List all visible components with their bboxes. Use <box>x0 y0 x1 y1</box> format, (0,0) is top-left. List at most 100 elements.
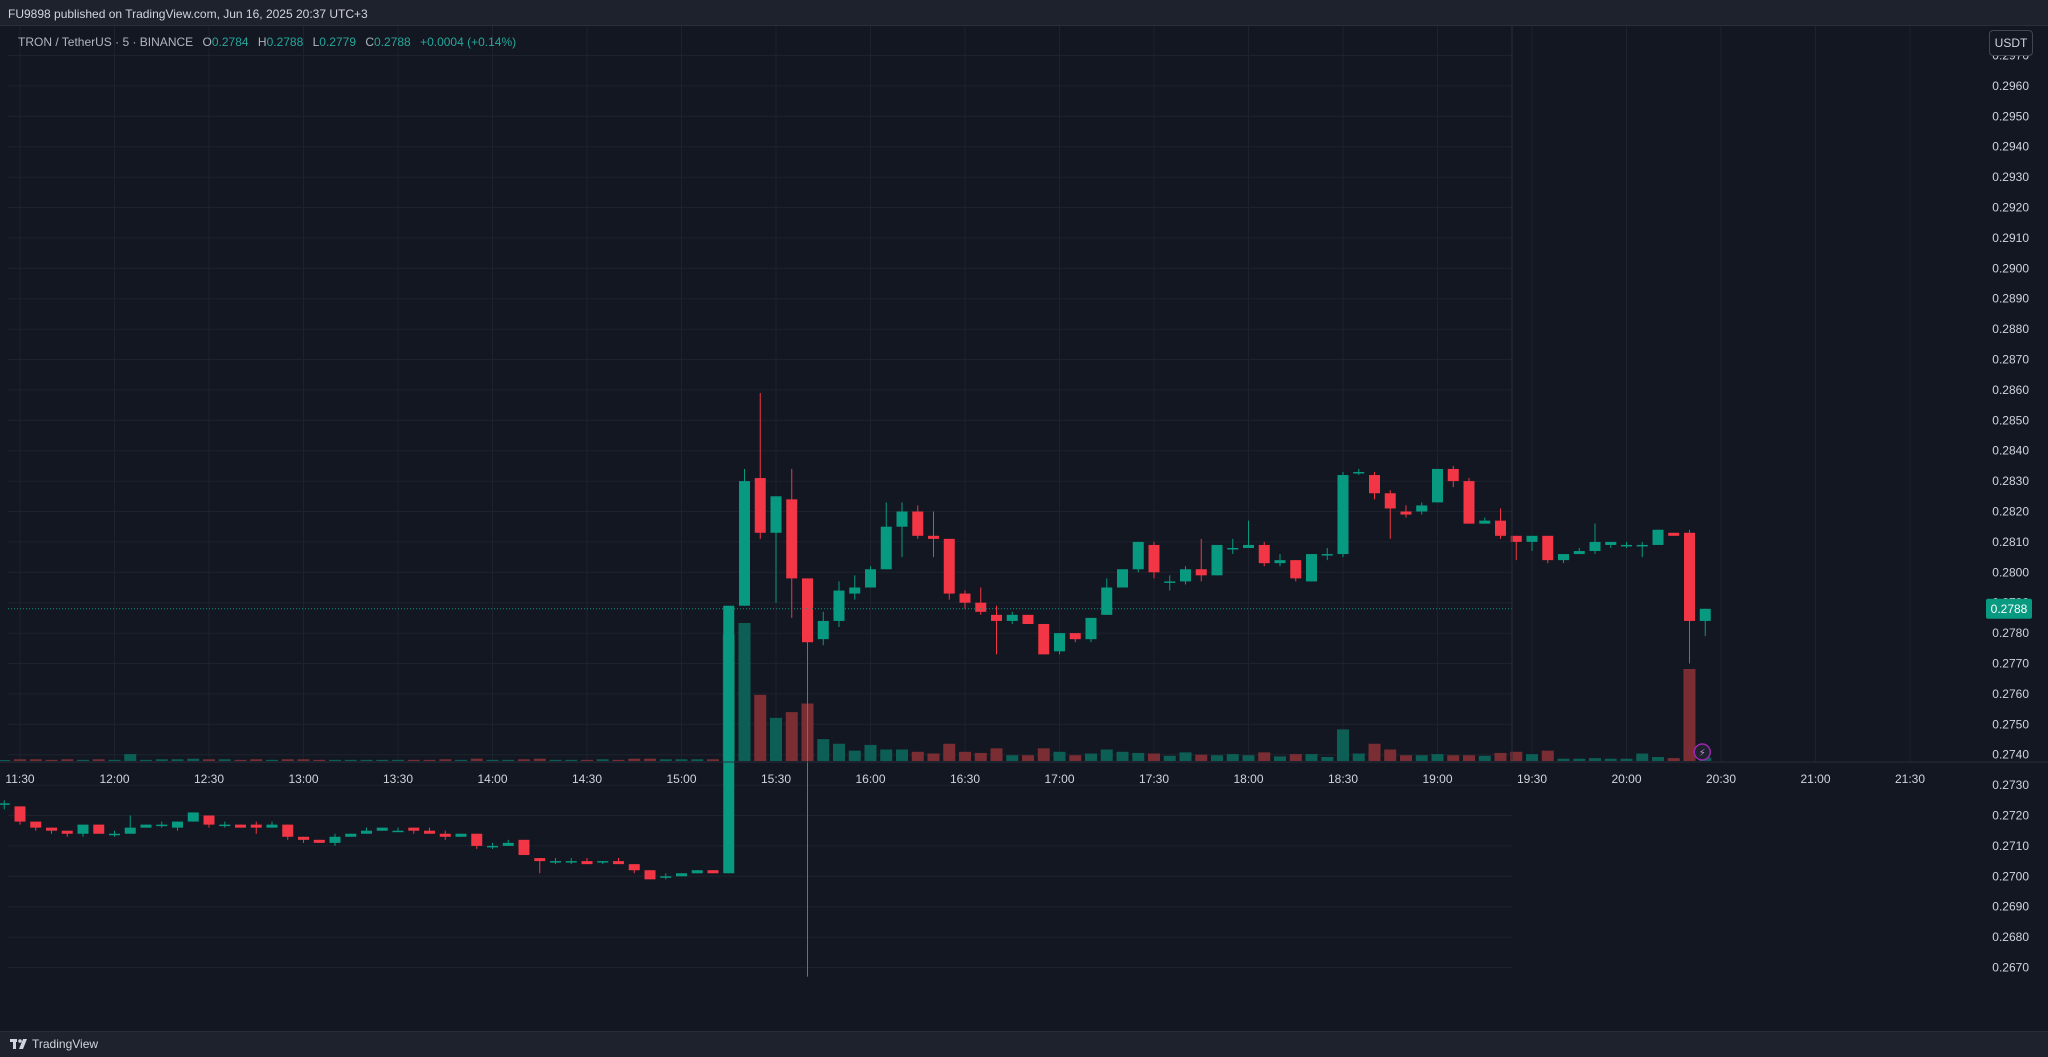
candle-body <box>1447 468 1459 482</box>
candle-body <box>975 602 987 612</box>
price-tick-label: 0.2870 <box>1992 353 2029 367</box>
candle-body <box>109 833 120 836</box>
candle-body <box>1369 475 1380 494</box>
volume-bar <box>1636 753 1649 761</box>
volume-bar <box>817 739 830 761</box>
candle-body <box>376 827 388 831</box>
candle-body <box>754 478 766 533</box>
price-tick-label: 0.2860 <box>1992 383 2029 397</box>
volume-bar <box>455 759 467 761</box>
volume-bar <box>1211 755 1223 761</box>
candle-body <box>203 815 215 825</box>
high-value: 0.2788 <box>266 35 304 49</box>
volume-bar <box>1195 754 1208 761</box>
candle-body <box>1085 617 1097 640</box>
volume-bar <box>612 759 625 761</box>
volume-bar <box>1541 750 1554 761</box>
price-tick-label: 0.2960 <box>1992 79 2029 93</box>
candle-body <box>1400 511 1412 515</box>
volume-bar <box>880 749 893 761</box>
volume-bar <box>1132 752 1145 761</box>
candle-body <box>1636 544 1648 547</box>
volume-bar <box>974 752 987 761</box>
volume-bar <box>707 759 719 761</box>
candle-body <box>1069 633 1081 640</box>
volume-bar <box>1179 752 1192 761</box>
volume-bar <box>187 758 200 761</box>
published-by-text: FU9898 published on TradingView.com, Jun… <box>8 7 368 21</box>
candlestick-chart[interactable]: 0.29700.29600.29500.29400.29300.29200.29… <box>0 26 2048 1031</box>
time-tick-label: 13:00 <box>288 772 318 786</box>
price-tick-label: 0.2780 <box>1992 626 2029 640</box>
volume-bar <box>990 748 1003 761</box>
chart-area[interactable]: 0.29700.29600.29500.29400.29300.29200.29… <box>0 26 2048 1031</box>
time-tick-label: 21:00 <box>1800 772 1830 786</box>
volume-bar <box>1400 755 1412 761</box>
volume-bar <box>1526 754 1538 761</box>
candle-body <box>392 830 404 833</box>
volume-bar <box>1006 755 1019 761</box>
candle-body <box>880 526 892 570</box>
candle-body <box>1054 633 1065 652</box>
price-tick-label: 0.2830 <box>1992 474 2029 488</box>
volume-bar <box>1069 755 1082 761</box>
candle-body <box>1132 541 1144 570</box>
price-tick-label: 0.2810 <box>1992 535 2029 549</box>
time-tick-label: 18:30 <box>1328 772 1358 786</box>
volume-bar <box>1337 729 1349 761</box>
price-tick-label: 0.2680 <box>1992 930 2029 944</box>
candle-body <box>1117 569 1128 588</box>
currency-button[interactable]: USDT <box>1989 30 2033 56</box>
candle-body <box>849 587 861 594</box>
candle-body <box>1495 520 1506 536</box>
volume-bar <box>959 751 971 761</box>
volume-bar <box>502 759 515 761</box>
volume-bar <box>518 759 530 761</box>
high-label: H <box>257 35 267 49</box>
time-tick-label: 21:30 <box>1895 772 1925 786</box>
volume-bar <box>1148 753 1160 761</box>
volume-bar <box>407 759 420 761</box>
candle-body <box>361 830 372 834</box>
volume-bar <box>155 759 168 761</box>
volume-bar <box>376 759 389 761</box>
candle-body <box>691 870 703 874</box>
time-tick-label: 13:30 <box>383 772 413 786</box>
change-value: +0.0004 (+0.14%) <box>420 35 517 49</box>
time-tick-label: 14:00 <box>477 772 507 786</box>
volume-bar <box>691 759 704 761</box>
volume-bar <box>266 759 278 761</box>
candle-body <box>865 569 876 588</box>
tradingview-brand[interactable]: TradingView <box>10 1037 98 1051</box>
volume-bar <box>1116 751 1129 761</box>
volume-bar <box>1274 756 1286 761</box>
candle-body <box>518 839 530 856</box>
price-tick-label: 0.2950 <box>1992 109 2029 123</box>
volume-bar <box>1652 756 1664 761</box>
volume-bar <box>0 760 11 761</box>
volume-bar <box>1415 755 1428 761</box>
symbol-title[interactable]: TRON / TetherUS · 5 · BINANCE <box>18 35 194 49</box>
open-label: O <box>202 35 212 49</box>
price-tick-label: 0.2880 <box>1992 322 2029 336</box>
candle-body <box>628 864 640 871</box>
candle-body <box>487 845 498 848</box>
volume-bar <box>1447 755 1460 761</box>
volume-bar <box>124 754 137 761</box>
price-tick-label: 0.2940 <box>1992 140 2029 154</box>
candle-body <box>1621 544 1632 547</box>
open-value: 0.2784 <box>211 35 249 49</box>
volume-bar <box>281 759 294 761</box>
price-tick-label: 0.2820 <box>1992 505 2029 519</box>
time-tick-label: 17:00 <box>1044 772 1074 786</box>
volume-bar <box>1478 755 1491 761</box>
candle-body <box>502 842 514 846</box>
volume-bar <box>329 759 341 761</box>
candle-body <box>1699 608 1711 621</box>
candle-body <box>707 870 719 874</box>
candle-body <box>644 870 656 880</box>
volume-bar <box>911 751 924 761</box>
time-tick-label: 20:30 <box>1706 772 1736 786</box>
candle-body <box>1353 471 1365 474</box>
volume-bar <box>1053 751 1066 761</box>
